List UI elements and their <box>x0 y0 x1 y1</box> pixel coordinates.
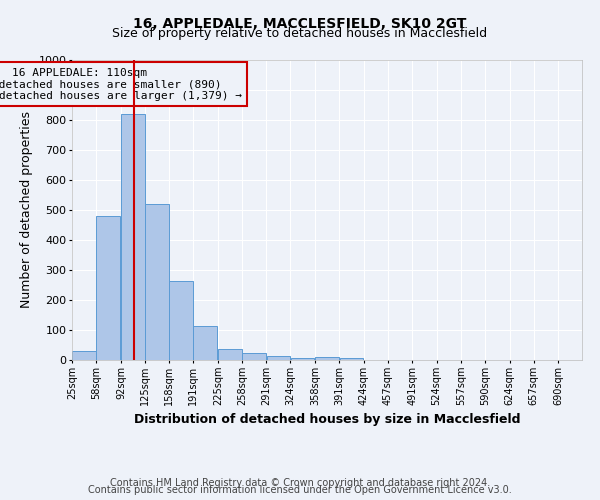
Bar <box>169 280 193 360</box>
Text: Contains public sector information licensed under the Open Government Licence v3: Contains public sector information licen… <box>88 485 512 495</box>
Bar <box>316 357 339 360</box>
Text: Size of property relative to detached houses in Macclesfield: Size of property relative to detached ho… <box>112 28 488 40</box>
Y-axis label: Number of detached properties: Number of detached properties <box>20 112 33 308</box>
Text: 16, APPLEDALE, MACCLESFIELD, SK10 2GT: 16, APPLEDALE, MACCLESFIELD, SK10 2GT <box>133 18 467 32</box>
Bar <box>242 354 266 360</box>
Bar <box>193 326 217 360</box>
Bar <box>72 351 96 360</box>
Bar <box>290 358 314 360</box>
Text: Contains HM Land Registry data © Crown copyright and database right 2024.: Contains HM Land Registry data © Crown c… <box>110 478 490 488</box>
Bar <box>96 216 120 360</box>
Bar <box>218 348 242 360</box>
Bar <box>145 204 169 360</box>
Bar <box>340 358 364 360</box>
Bar <box>121 114 145 360</box>
Bar <box>266 356 290 360</box>
Text: 16 APPLEDALE: 110sqm
← 39% of detached houses are smaller (890)
61% of semi-deta: 16 APPLEDALE: 110sqm ← 39% of detached h… <box>0 68 242 100</box>
X-axis label: Distribution of detached houses by size in Macclesfield: Distribution of detached houses by size … <box>134 414 520 426</box>
